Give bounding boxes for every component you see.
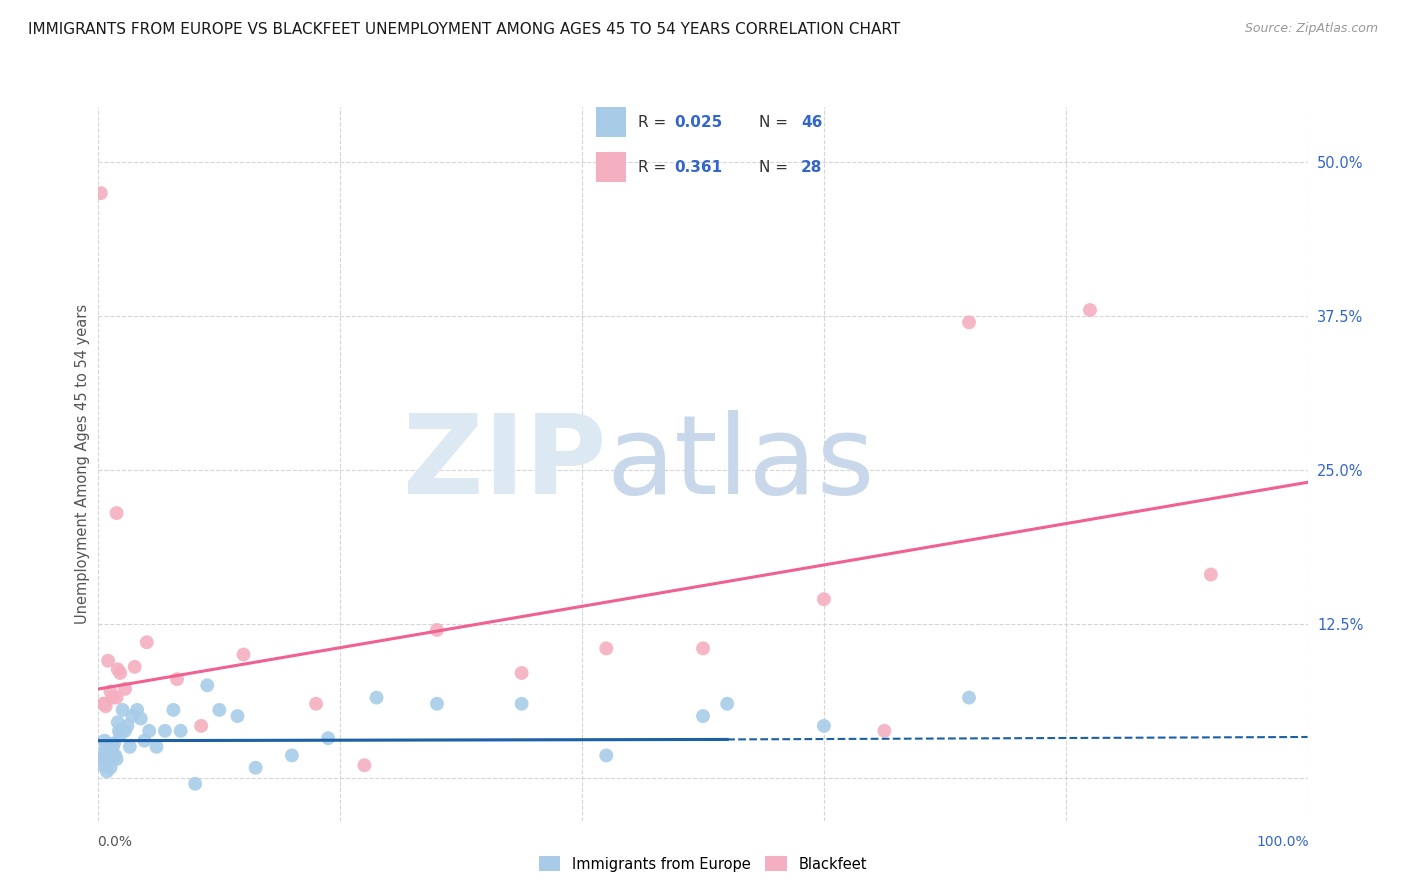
Text: N =: N = xyxy=(759,160,793,175)
Point xyxy=(957,315,980,329)
Point xyxy=(127,703,149,717)
Point xyxy=(190,719,212,733)
Point xyxy=(124,660,146,674)
Point xyxy=(91,758,114,772)
Point xyxy=(101,690,124,705)
Point xyxy=(426,697,449,711)
Point xyxy=(510,697,533,711)
Point xyxy=(208,703,231,717)
Point xyxy=(169,723,191,738)
Point xyxy=(305,697,328,711)
Point xyxy=(316,731,339,746)
Text: 100.0%: 100.0% xyxy=(1256,836,1309,849)
Point xyxy=(195,678,218,692)
Point xyxy=(97,654,120,668)
Point xyxy=(135,635,157,649)
Point xyxy=(145,739,167,754)
Point xyxy=(166,672,188,686)
Point xyxy=(232,648,254,662)
Text: 0.361: 0.361 xyxy=(675,160,723,175)
Point xyxy=(353,758,375,772)
Point xyxy=(595,641,617,656)
Point xyxy=(957,690,980,705)
Point xyxy=(129,712,152,726)
Text: 0.025: 0.025 xyxy=(675,115,723,130)
Point xyxy=(813,719,835,733)
Point xyxy=(90,752,112,766)
Point xyxy=(121,709,143,723)
Point xyxy=(105,690,128,705)
Point xyxy=(716,697,738,711)
Point xyxy=(108,665,131,680)
Point xyxy=(108,723,131,738)
Point xyxy=(510,665,533,680)
Point xyxy=(94,739,117,754)
Point xyxy=(100,743,122,757)
Point xyxy=(98,753,121,767)
Text: 0.0%: 0.0% xyxy=(97,836,132,849)
Point xyxy=(118,739,141,754)
Point xyxy=(162,703,184,717)
Text: R =: R = xyxy=(638,115,671,130)
Point xyxy=(108,727,131,741)
Text: ZIP: ZIP xyxy=(404,410,606,517)
Point xyxy=(103,736,125,750)
Point xyxy=(134,733,156,747)
Text: atlas: atlas xyxy=(606,410,875,517)
Point xyxy=(692,709,714,723)
Point xyxy=(1199,567,1222,582)
Point xyxy=(94,699,117,714)
Point xyxy=(90,186,112,201)
Point xyxy=(226,709,249,723)
Point xyxy=(97,748,120,763)
Point xyxy=(114,681,136,696)
Point xyxy=(426,623,449,637)
Point xyxy=(105,506,128,520)
Point xyxy=(153,723,176,738)
Point xyxy=(873,723,896,738)
Point xyxy=(91,752,114,766)
Point xyxy=(96,764,118,779)
Point xyxy=(281,748,304,763)
Text: 28: 28 xyxy=(801,160,823,175)
Point xyxy=(366,690,388,705)
Text: N =: N = xyxy=(759,115,793,130)
Point xyxy=(93,746,115,760)
Point xyxy=(104,748,127,763)
Point xyxy=(101,739,124,754)
Point xyxy=(138,723,160,738)
Point xyxy=(184,777,207,791)
Point xyxy=(245,761,267,775)
Point xyxy=(93,697,115,711)
Point xyxy=(93,733,115,747)
Point xyxy=(105,752,128,766)
Point xyxy=(813,592,835,607)
Point xyxy=(1078,303,1101,318)
Point xyxy=(692,641,714,656)
Point xyxy=(117,719,139,733)
Text: R =: R = xyxy=(638,160,671,175)
Legend: Immigrants from Europe, Blackfeet: Immigrants from Europe, Blackfeet xyxy=(533,850,873,878)
Point xyxy=(114,723,136,738)
Point xyxy=(595,748,617,763)
Bar xyxy=(596,108,626,137)
Text: Source: ZipAtlas.com: Source: ZipAtlas.com xyxy=(1244,22,1378,36)
Point xyxy=(100,761,122,775)
Y-axis label: Unemployment Among Ages 45 to 54 years: Unemployment Among Ages 45 to 54 years xyxy=(75,304,90,624)
Point xyxy=(91,697,114,711)
Point xyxy=(111,703,134,717)
Text: IMMIGRANTS FROM EUROPE VS BLACKFEET UNEMPLOYMENT AMONG AGES 45 TO 54 YEARS CORRE: IMMIGRANTS FROM EUROPE VS BLACKFEET UNEM… xyxy=(28,22,900,37)
Point xyxy=(107,715,129,730)
Text: 46: 46 xyxy=(801,115,823,130)
Point xyxy=(100,684,122,698)
Bar xyxy=(596,153,626,183)
Point xyxy=(107,662,129,676)
